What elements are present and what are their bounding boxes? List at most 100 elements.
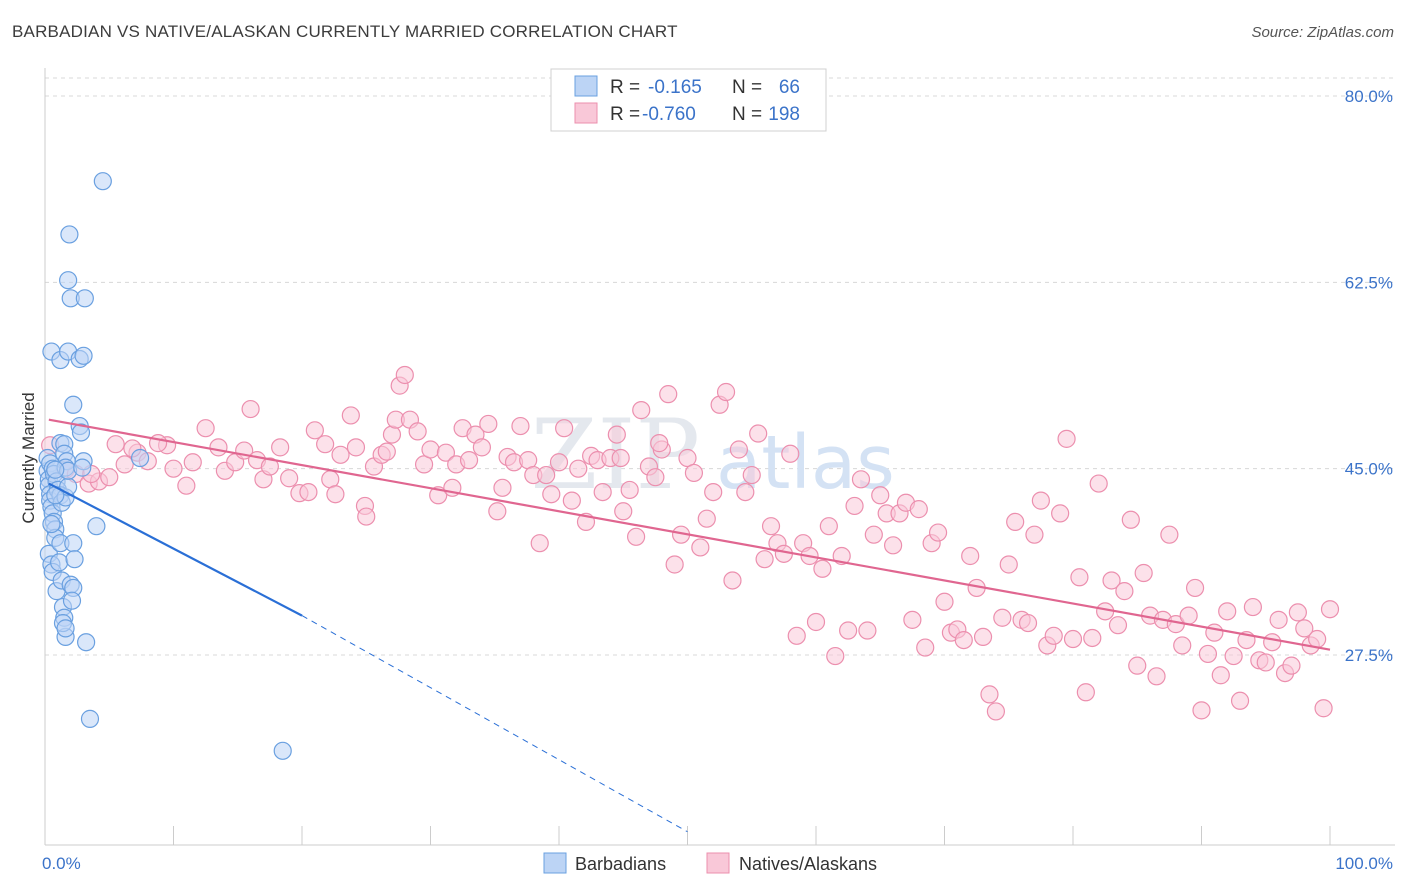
trend-natives (48, 418, 1331, 651)
natives-point-145 (1076, 683, 1095, 702)
natives-point-175 (1269, 610, 1288, 629)
natives-point-99 (781, 444, 800, 463)
natives-point-140 (1044, 626, 1063, 645)
natives-point-75 (626, 527, 646, 546)
natives-point-72 (607, 425, 626, 444)
natives-point-138 (1031, 491, 1050, 510)
natives-point-105 (819, 517, 838, 536)
natives-point-143 (1063, 629, 1083, 649)
natives-point-146 (1083, 628, 1102, 648)
natives-point-156 (1147, 667, 1166, 686)
legend-r-value-1: -0.165 (648, 77, 702, 98)
natives-point-111 (858, 621, 877, 640)
natives-point-110 (851, 470, 871, 489)
natives-point-168 (1224, 646, 1243, 666)
y-tick-label-0: 27.5% (1345, 646, 1393, 665)
natives-point-51 (472, 438, 491, 457)
natives-point-123 (935, 592, 954, 611)
natives-point-25 (299, 482, 318, 502)
x-tick-label-1: 100.0% (1335, 854, 1393, 873)
barbadians-point-39 (93, 172, 112, 191)
natives-point-171 (1243, 597, 1263, 617)
natives-point-190 (611, 448, 630, 468)
natives-point-191 (650, 434, 669, 453)
y-tick-labels: 27.5% 45.0% 62.5% 80.0% (1345, 87, 1393, 665)
natives-point-49 (459, 451, 479, 470)
barbadians-point-49 (46, 460, 65, 479)
series-natives-alaskans (41, 365, 1340, 721)
legend-swatch-barbadians (574, 75, 598, 97)
natives-point-141 (1051, 504, 1070, 523)
barbadians-point-14 (50, 553, 69, 572)
barbadians-point-40 (64, 395, 83, 414)
natives-point-158 (1160, 525, 1179, 544)
natives-point-62 (542, 485, 561, 504)
natives-point-188 (357, 507, 376, 526)
natives-point-36 (382, 425, 402, 444)
barbadians-point-65 (130, 448, 150, 468)
natives-point-93 (742, 465, 761, 485)
natives-point-182 (1314, 699, 1333, 718)
natives-point-149 (1102, 571, 1121, 590)
natives-point-53 (488, 502, 507, 521)
natives-point-178 (1288, 603, 1307, 622)
natives-point-21 (260, 457, 279, 476)
natives-point-70 (593, 482, 612, 502)
barbadians-point-64 (273, 741, 292, 760)
barbadians-point-34 (74, 346, 93, 365)
natives-point-64 (555, 419, 574, 438)
natives-point-108 (839, 621, 858, 640)
legend-n-value-2: 198 (768, 104, 800, 125)
barbadians-point-58 (56, 619, 75, 638)
natives-point-78 (646, 468, 665, 487)
natives-point-161 (1179, 606, 1198, 625)
natives-point-86 (697, 509, 716, 528)
barbadians-point-51 (73, 458, 92, 477)
barbadians-point-53 (65, 550, 84, 569)
barbadians-point-35 (59, 271, 78, 290)
barbadians-point-52 (64, 534, 83, 553)
natives-point-85 (691, 538, 710, 557)
natives-point-94 (749, 424, 768, 443)
trend-lines (48, 418, 1331, 833)
natives-point-118 (903, 610, 922, 629)
natives-point-142 (1057, 429, 1076, 448)
natives-point-129 (973, 627, 993, 646)
natives-point-144 (1070, 568, 1089, 587)
natives-point-73 (614, 502, 633, 521)
natives-point-81 (665, 555, 684, 574)
bottom-legend-swatch-barbadians (543, 852, 567, 874)
legend-r-value-2: -0.760 (642, 104, 696, 125)
natives-point-43 (421, 440, 440, 459)
series-barbadians (38, 172, 292, 760)
legend-n-label-2: N = (732, 104, 762, 125)
natives-point-109 (845, 496, 864, 516)
natives-point-179 (1295, 619, 1314, 638)
natives-point-90 (723, 571, 742, 590)
natives-point-96 (761, 517, 781, 536)
natives-point-133 (999, 555, 1018, 574)
natives-point-39 (395, 365, 414, 385)
natives-point-130 (980, 685, 999, 704)
natives-point-106 (826, 646, 845, 666)
trend-barbadians-extension (301, 615, 688, 833)
natives-point-29 (326, 485, 345, 504)
natives-point-89 (716, 382, 736, 402)
barbadians-point-61 (42, 514, 61, 534)
natives-point-119 (909, 500, 928, 519)
legend-swatch-natives (574, 102, 598, 124)
trend-barbadians (48, 482, 303, 617)
natives-point-181 (1308, 629, 1327, 649)
natives-point-23 (280, 469, 299, 488)
natives-point-163 (1192, 701, 1211, 720)
bottom-legend-swatch-natives (706, 852, 730, 874)
natives-point-41 (408, 422, 427, 441)
natives-point-76 (632, 401, 651, 420)
natives-point-63 (549, 453, 569, 472)
x-tick-label-0: 0.0% (42, 854, 81, 873)
natives-point-12 (183, 453, 202, 472)
y-tick-label-2: 62.5% (1345, 273, 1393, 292)
barbadians-point-37 (75, 289, 94, 308)
barbadians-point-59 (77, 633, 96, 652)
